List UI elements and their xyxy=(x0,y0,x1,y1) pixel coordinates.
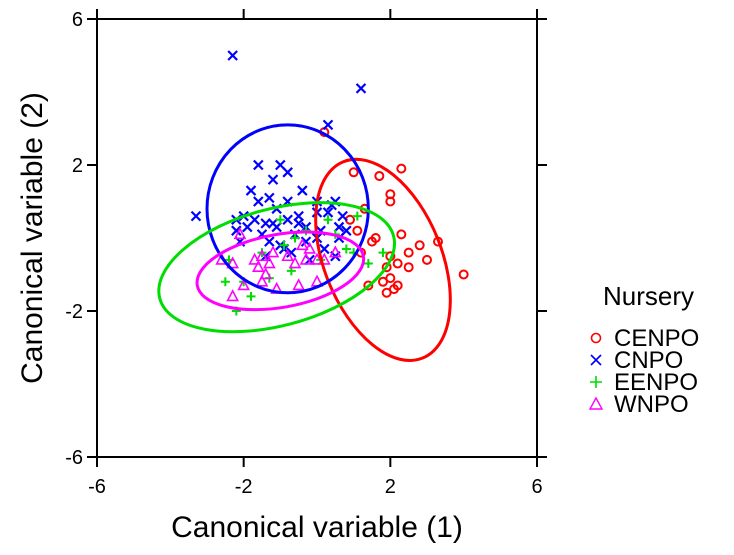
point-cross xyxy=(227,50,238,61)
confidence-ellipse-wnpo xyxy=(195,230,366,312)
point-triangle xyxy=(329,245,342,258)
point-triangle xyxy=(259,267,272,280)
point-triangle xyxy=(263,256,276,269)
point-cross xyxy=(297,185,308,196)
point-plus xyxy=(323,215,333,225)
y-tick-label: 2 xyxy=(72,155,83,177)
legend-triangle-icon xyxy=(588,396,604,410)
point-cross xyxy=(319,243,330,255)
point-cross xyxy=(253,196,264,207)
point-cross xyxy=(231,225,242,236)
x-tick-label: 2 xyxy=(385,476,396,498)
x-tick-label: -2 xyxy=(235,476,253,498)
point-cross xyxy=(286,247,297,258)
point-circle xyxy=(374,170,385,181)
point-triangle xyxy=(255,274,269,287)
legend-label-eenpo: EENPO xyxy=(614,369,698,396)
legend-label-cnpo: CNPO xyxy=(614,347,683,374)
point-triangle xyxy=(296,238,309,251)
point-triangle xyxy=(292,278,305,291)
point-plus xyxy=(378,248,388,258)
point-cross xyxy=(190,210,202,222)
point-circle xyxy=(352,225,363,236)
legend-label-cenpo: CENPO xyxy=(614,325,699,352)
y-tick-label: 6 xyxy=(72,9,83,31)
point-circle xyxy=(381,262,392,273)
point-circle xyxy=(396,229,407,240)
point-circle xyxy=(389,284,399,295)
point-circle xyxy=(385,273,396,284)
point-cross xyxy=(322,119,334,131)
point-plus xyxy=(275,215,285,225)
x-tick-label: 6 xyxy=(531,476,542,498)
point-cross xyxy=(282,167,293,178)
point-cross xyxy=(253,159,264,171)
point-triangle xyxy=(299,252,313,265)
point-triangle xyxy=(226,289,239,302)
point-cross xyxy=(322,207,334,218)
point-triangle xyxy=(288,256,302,269)
legend-label-wnpo: WNPO xyxy=(614,391,689,418)
point-circle xyxy=(363,280,374,291)
point-plus xyxy=(220,277,230,287)
point-cross xyxy=(242,221,253,233)
point-circle xyxy=(348,167,359,178)
point-triangle xyxy=(252,259,265,272)
point-cross xyxy=(355,83,367,94)
legend-cross-icon xyxy=(590,354,602,366)
point-triangle xyxy=(255,249,269,262)
legend-circle-icon xyxy=(590,332,602,344)
point-triangle xyxy=(266,245,280,258)
y-tick-label: -6 xyxy=(65,447,83,469)
point-cross xyxy=(282,214,293,226)
point-circle xyxy=(367,236,377,247)
point-cross xyxy=(264,192,275,204)
legend-plus-icon xyxy=(590,376,602,388)
confidence-ellipse-cnpo xyxy=(205,123,370,295)
point-circle xyxy=(403,247,414,258)
point-plus xyxy=(279,240,289,250)
point-triangle xyxy=(233,227,247,240)
point-cross xyxy=(337,210,348,222)
point-circle xyxy=(458,269,469,280)
plot-frame xyxy=(96,18,538,458)
point-plus xyxy=(363,259,373,269)
confidence-ellipse-eenpo xyxy=(157,201,397,334)
legend-title: Nursery xyxy=(603,281,694,311)
point-circle xyxy=(422,254,432,265)
point-cross xyxy=(245,185,257,196)
point-plus xyxy=(341,244,351,254)
point-triangle xyxy=(248,252,261,265)
point-plus xyxy=(352,211,362,221)
point-plus xyxy=(290,233,300,243)
series-wnpo xyxy=(215,227,342,302)
point-triangle xyxy=(281,249,294,262)
series-cnpo xyxy=(190,50,367,266)
y-tick-label: -2 xyxy=(65,301,83,323)
point-plus xyxy=(246,291,256,301)
point-triangle xyxy=(226,256,239,269)
point-cross xyxy=(267,174,279,185)
point-circle xyxy=(414,240,425,251)
point-cross xyxy=(293,210,304,222)
point-circle xyxy=(392,258,403,269)
point-circle xyxy=(403,262,414,273)
x-tick-label: -6 xyxy=(88,476,106,498)
point-triangle xyxy=(237,278,250,291)
point-circle xyxy=(396,163,407,174)
y-axis-title: Canonical variable (2) xyxy=(16,92,49,384)
x-axis-title: Canonical variable (1) xyxy=(171,511,463,544)
point-circle xyxy=(385,196,396,207)
